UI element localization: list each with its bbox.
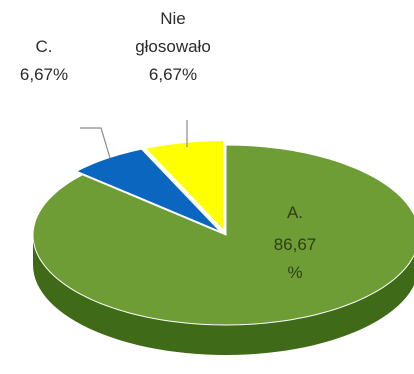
label-c-name: C. — [36, 37, 53, 56]
label-nie-line2: głosowało — [135, 37, 211, 56]
leader-line-c — [80, 127, 111, 159]
label-a-percent: % — [287, 263, 302, 282]
pie-slice-2 — [144, 140, 225, 232]
pie-slice-1 — [75, 148, 221, 232]
leader-lines — [80, 120, 188, 159]
pie-slices — [32, 140, 414, 326]
pie-slice-0 — [32, 144, 414, 326]
pie-side-0 — [33, 235, 414, 355]
label-nie-value: 6,67% — [149, 65, 197, 84]
label-a-name: A. — [287, 203, 303, 222]
slice-labels: C. 6,67% Nie głosowało 6,67% A. 86,67 % — [20, 9, 316, 282]
pie-sides — [33, 235, 414, 355]
label-c-value: 6,67% — [20, 65, 68, 84]
label-a-value: 86,67 — [274, 235, 317, 254]
label-nie-line1: Nie — [160, 9, 186, 28]
